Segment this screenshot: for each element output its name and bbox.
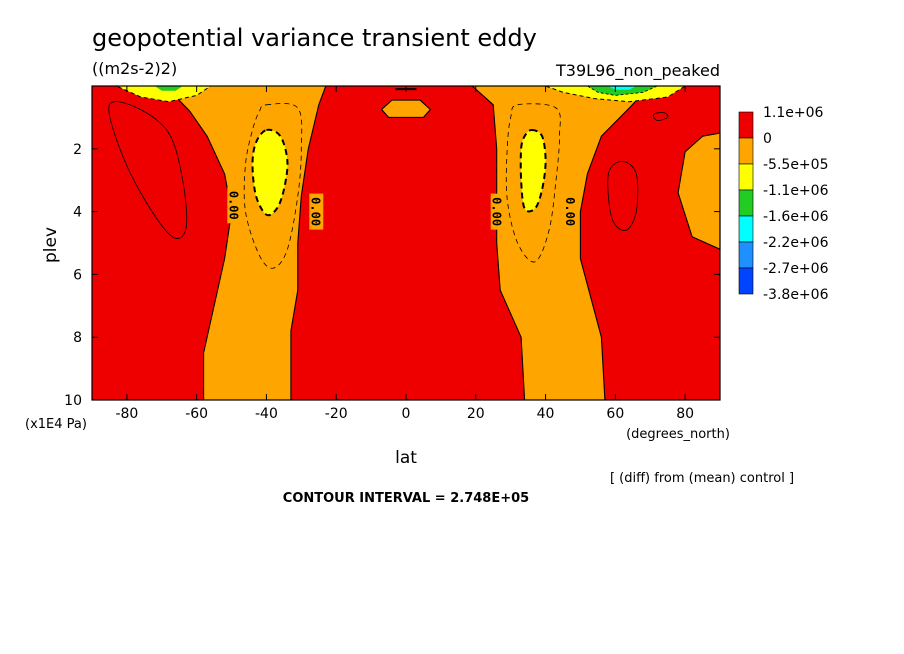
colorbar-label: -3.8e+06 (763, 287, 829, 303)
contour-small-north (653, 112, 669, 121)
dashed-contour-south (243, 103, 303, 269)
contour-label: 0.00 (308, 197, 322, 226)
contour-high-south (108, 101, 188, 239)
contour-label-group: 0.00 (226, 187, 242, 224)
colorbar-swatch (738, 189, 754, 217)
y-axis-units: (x1E4 Pa) (25, 417, 87, 432)
x-tick-label: -20 (325, 406, 348, 422)
colorbar-label: -1.1e+06 (763, 183, 829, 199)
orange-region-center (380, 99, 432, 118)
contour-label-bg (564, 193, 578, 230)
background-region (92, 86, 720, 400)
colorbar-label: -2.7e+06 (763, 261, 829, 277)
y-tick-label: 10 (64, 393, 82, 409)
yellow-core-north (519, 128, 547, 213)
diff-note: [ (diff) from (mean) control ] (610, 471, 794, 486)
chart-units: ((m2s-2)2) (92, 59, 177, 78)
green-top-north (585, 85, 658, 96)
colorbar-swatch (738, 137, 754, 165)
colorbar-swatch (738, 215, 754, 243)
colorbar-label: -1.6e+06 (763, 209, 829, 225)
colorbar-swatch (738, 241, 754, 269)
contour-label: 0.00 (226, 191, 240, 220)
x-tick-label: -40 (255, 406, 278, 422)
y-tick-label: 2 (73, 142, 82, 158)
contour-label-bg (309, 193, 324, 230)
colorbar-label: -2.2e+06 (763, 235, 829, 251)
contour-label-bg (227, 187, 242, 224)
colorbar-label: 1.1e+06 (763, 105, 824, 121)
colorbar: 1.1e+06 0 -5.5e+05 -1.1e+06 -1.6e+06 -2.2e+06… (738, 105, 829, 303)
x-tick-label: -60 (185, 406, 208, 422)
x-tick-label: 80 (676, 406, 694, 422)
colorbar-label: 0 (763, 131, 772, 147)
contour-label-group: 0.00 (490, 193, 505, 230)
contour-label-group: 0.00 (563, 193, 578, 230)
green-top-south (154, 86, 183, 91)
plot-area: 0.00 0.00 0.00 0.00 (91, 85, 721, 401)
y-axis-label: plev (41, 227, 61, 263)
colorbar-swatch (738, 111, 754, 139)
colorbar-swatch (738, 163, 754, 191)
dashed-contour-north (505, 103, 561, 263)
x-axis-units: (degrees_north) (626, 427, 730, 442)
x-tick-label: -80 (115, 406, 138, 422)
filled-contours (116, 85, 721, 401)
x-axis-label: lat (395, 448, 417, 468)
y-tick-label: 6 (73, 267, 82, 283)
x-tick-label: 0 (402, 406, 411, 422)
axis-ticks: -80 -60 -40 -20 0 20 40 60 80 2 4 6 8 10 (64, 86, 720, 422)
x-tick-label: 20 (467, 406, 485, 422)
colorbar-swatch (738, 267, 754, 295)
chart-title: geopotential variance transient eddy (92, 24, 537, 52)
contour-label-group: 0.00 (308, 193, 324, 230)
x-tick-label: 40 (537, 406, 555, 422)
contour-label: 0.00 (563, 197, 577, 226)
y-tick-label: 4 (73, 205, 82, 221)
contour-interval: CONTOUR INTERVAL = 2.748E+05 (283, 491, 529, 506)
x-tick-label: 60 (606, 406, 624, 422)
contour-label: 0.00 (490, 197, 504, 226)
y-tick-label: 8 (73, 330, 82, 346)
run-label: T39L96_non_peaked (555, 61, 720, 81)
colorbar-label: -5.5e+05 (763, 157, 828, 173)
yellow-core-south (251, 128, 289, 217)
contour-high-north (607, 160, 639, 231)
contour-label-bg (490, 193, 505, 230)
contour-lines: 0.00 0.00 0.00 0.00 (108, 88, 669, 269)
